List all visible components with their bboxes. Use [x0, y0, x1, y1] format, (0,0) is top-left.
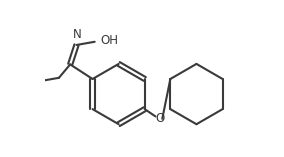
Text: N: N: [73, 28, 82, 41]
Text: O: O: [155, 112, 164, 125]
Text: OH: OH: [100, 34, 118, 47]
